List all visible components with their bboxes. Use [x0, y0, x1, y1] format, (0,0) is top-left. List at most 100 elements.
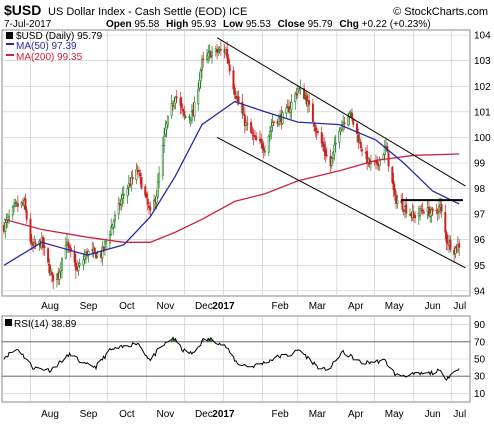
candle: [269, 126, 272, 142]
candle: [13, 198, 16, 213]
rsi-y-axis: 10 30 50 70 90: [474, 320, 486, 400]
date-label: 7-Jul-2017: [4, 19, 52, 30]
price-tick-label: 94: [474, 286, 486, 297]
legend-ma200-swatch: [6, 54, 14, 56]
candle: [296, 84, 299, 99]
candle: [202, 51, 205, 68]
rsi-tick-label: 90: [474, 320, 486, 331]
rsi-x-tick-label: Aug: [41, 409, 59, 420]
candle: [165, 121, 168, 138]
candle: [271, 113, 274, 132]
candle: [250, 118, 253, 135]
candle: [289, 101, 292, 119]
candle: [173, 96, 176, 110]
candle: [436, 207, 439, 222]
rsi-legend-swatch: [5, 319, 12, 326]
price-x-tick-label: Dec: [195, 301, 213, 312]
candle: [359, 138, 362, 152]
candle: [206, 48, 209, 64]
exchange-label: ICE: [229, 6, 247, 18]
candle: [445, 230, 448, 251]
price-x-tick-label: Apr: [348, 301, 364, 312]
candle: [34, 238, 37, 249]
candle: [158, 166, 161, 189]
candle: [270, 118, 273, 140]
price-y-axis: 94 95 96 97 98 99 100 101 102 103 104: [474, 31, 491, 298]
candle: [298, 86, 301, 94]
rsi-line: [3, 336, 460, 381]
candle: [314, 123, 317, 137]
candle: [308, 94, 311, 113]
rsi-x-axis: Aug Sep Oct Nov Dec 2017 Feb Mar Apr May Jun Jul: [41, 409, 466, 420]
candle: [253, 129, 256, 140]
candle: [395, 190, 398, 210]
candle: [347, 112, 350, 127]
candle: [263, 145, 266, 157]
rsi-x-tick-label: Jun: [425, 409, 441, 420]
price-grid: [2, 30, 470, 296]
candle: [219, 41, 222, 56]
candle: [290, 94, 293, 119]
candle: [149, 201, 152, 218]
candle: [378, 156, 381, 171]
candle: [267, 134, 270, 157]
candle: [137, 166, 140, 178]
price-x-tick-label: Aug: [41, 301, 59, 312]
price-x-tick-label: Jul: [453, 301, 466, 312]
candle: [77, 261, 80, 277]
candle: [47, 247, 50, 266]
candle: [146, 191, 149, 211]
candle: [208, 44, 211, 61]
candle: [110, 218, 113, 237]
legend-ma50-swatch: [6, 43, 14, 45]
candle: [190, 104, 193, 124]
open-label: Open: [106, 19, 132, 30]
rsi-x-tick-label: Mar: [309, 409, 327, 420]
candle: [427, 199, 430, 219]
candle: [458, 239, 461, 257]
candle: [357, 128, 360, 149]
candle: [437, 198, 440, 220]
candle: [184, 114, 187, 119]
candle: [193, 96, 196, 121]
candle: [401, 192, 404, 213]
candle: [422, 209, 425, 215]
source-label: © StockCharts.com: [393, 6, 488, 18]
candle: [120, 193, 123, 211]
candle: [163, 128, 166, 153]
instrument-name-text: US Dollar Index - Cash Settle (EOD): [48, 6, 226, 18]
candle: [295, 87, 298, 100]
candle: [156, 173, 159, 199]
candle: [251, 126, 254, 140]
candle: [233, 84, 236, 99]
instrument-name: US Dollar Index - Cash Settle (EOD) ICE: [48, 6, 247, 18]
low-label: Low: [223, 19, 243, 30]
candle: [144, 184, 147, 198]
price-x-tick-label: Sep: [80, 301, 98, 312]
candle: [113, 210, 116, 229]
candle: [67, 239, 70, 254]
legend-price: $USD (Daily) 95.79: [16, 31, 103, 42]
legend-price-swatch: [6, 32, 13, 39]
candle: [87, 249, 90, 263]
candle: [260, 133, 263, 149]
channel-lower-line: [216, 136, 466, 269]
candle: [182, 107, 185, 118]
candle: [323, 137, 326, 160]
candle: [15, 200, 18, 207]
candle: [294, 91, 297, 110]
candle: [188, 113, 191, 124]
candle: [148, 201, 151, 215]
price-x-tick-label: Feb: [272, 301, 290, 312]
candle: [101, 240, 104, 266]
candle: [361, 147, 364, 157]
candle: [175, 89, 178, 103]
candle: [392, 172, 395, 198]
candle: [68, 243, 71, 253]
candle: [211, 46, 214, 64]
candle: [311, 98, 314, 123]
candle: [456, 236, 459, 254]
candle: [216, 43, 219, 60]
ma200-line: [3, 153, 460, 243]
